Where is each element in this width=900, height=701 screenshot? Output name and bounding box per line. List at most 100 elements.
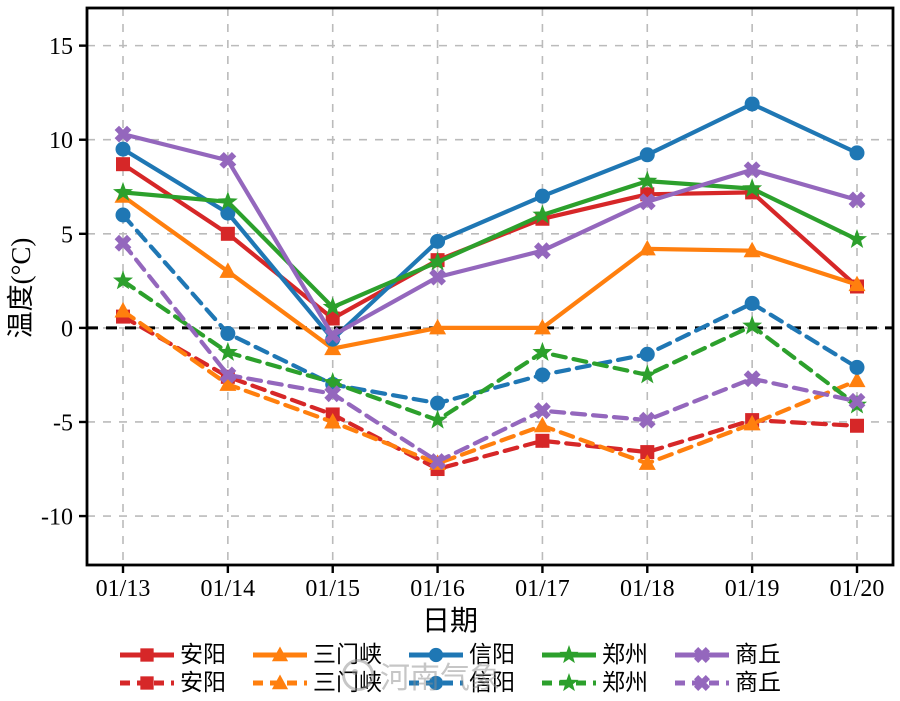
series-line <box>120 241 860 464</box>
legend-label: 安阳 <box>180 670 226 695</box>
series-marker <box>694 674 710 691</box>
legend-item: 三门峡 <box>252 671 382 694</box>
series-marker <box>639 346 655 362</box>
series-marker <box>847 229 867 248</box>
legend-label: 安阳 <box>180 642 226 667</box>
series-marker <box>694 646 710 663</box>
series-marker <box>533 318 551 335</box>
series-marker <box>429 268 446 286</box>
legend-label: 三门峡 <box>313 642 382 667</box>
x-tick-label: 01/13 <box>96 576 151 599</box>
x-tick-label: 01/15 <box>305 576 360 599</box>
legend-label: 郑州 <box>602 642 648 667</box>
series-marker <box>534 402 551 420</box>
series-marker <box>428 647 444 662</box>
x-tick-label: 01/18 <box>620 576 675 599</box>
legend-item: 信阳 <box>408 671 515 694</box>
legend-item: 安阳 <box>119 671 226 694</box>
x-tick-label: 01/20 <box>830 576 885 599</box>
legend-sample <box>542 672 596 691</box>
legend-label: 郑州 <box>602 670 648 695</box>
series-marker <box>428 675 444 690</box>
series-line <box>120 212 860 406</box>
series-marker <box>113 181 133 201</box>
series-marker <box>639 147 655 163</box>
series-marker <box>637 170 658 190</box>
series-marker <box>638 239 656 256</box>
legend-label: 信阳 <box>469 670 515 695</box>
series-line <box>120 194 860 351</box>
series-marker <box>116 157 130 172</box>
legend-sample <box>675 646 729 663</box>
series-marker <box>535 433 550 448</box>
series-line <box>120 278 860 423</box>
series-marker <box>742 178 763 198</box>
series-marker <box>534 188 550 204</box>
series-marker <box>324 385 342 403</box>
series-marker <box>848 275 866 292</box>
legend-sample <box>409 675 463 690</box>
y-tick-label: -5 <box>53 410 73 436</box>
series-line <box>120 101 860 342</box>
series-marker <box>427 409 448 429</box>
legend-sample <box>253 674 307 689</box>
series-marker <box>140 675 154 690</box>
legend-label: 商丘 <box>735 642 781 667</box>
series-marker <box>220 326 236 342</box>
series-marker <box>114 234 132 252</box>
series-marker <box>322 296 343 316</box>
chart-legend: 安阳 三门峡 信阳 郑州 商丘 安阳 三门峡 信阳 郑州 商丘 <box>0 641 900 696</box>
plot-frame <box>85 6 895 567</box>
legend-item: 商丘 <box>674 671 781 694</box>
series-marker <box>219 152 237 169</box>
series-marker <box>559 644 579 663</box>
series-line <box>120 308 860 466</box>
series-marker <box>271 646 289 661</box>
legend-label: 三门峡 <box>313 670 382 695</box>
series-marker <box>850 418 864 433</box>
series-marker <box>743 370 761 388</box>
series-marker <box>744 96 760 112</box>
series-marker <box>114 125 132 143</box>
legend-item: 三门峡 <box>252 643 382 666</box>
series-marker <box>744 295 760 311</box>
legend-item: 郑州 <box>541 671 648 694</box>
series-marker <box>429 318 447 335</box>
series-marker <box>532 341 553 361</box>
series-marker <box>534 367 550 383</box>
series-marker <box>848 191 866 209</box>
series-marker <box>640 445 655 460</box>
series-marker <box>743 241 761 258</box>
series-marker <box>430 395 446 411</box>
series-marker <box>742 315 763 335</box>
series-marker <box>849 145 865 161</box>
series-marker <box>638 193 656 211</box>
y-axis-label: 温度(°C) <box>6 238 36 339</box>
x-tick-label: 01/14 <box>201 576 256 599</box>
y-tick-label: 10 <box>49 128 73 154</box>
series-line <box>120 314 860 472</box>
legend-row-dashed: 安阳 三门峡 信阳 郑州 商丘 <box>119 669 781 696</box>
series-line <box>120 179 860 310</box>
x-axis-label: 日期 <box>421 606 478 637</box>
series-marker <box>219 366 237 384</box>
series-marker <box>322 372 343 391</box>
legend-sample <box>675 674 729 691</box>
series-marker <box>559 672 579 691</box>
series-marker <box>217 191 238 211</box>
series-marker <box>533 416 551 433</box>
series-marker <box>848 371 866 388</box>
temperature-chart: 15 10 5 0 -5 -10 01/13 01/14 01/15 01/16 01/17 01/1… <box>6 6 895 599</box>
series-marker <box>217 341 238 361</box>
series-marker <box>638 454 656 470</box>
y-tick-label: 5 <box>61 222 73 248</box>
series-marker <box>637 364 658 384</box>
series-marker <box>115 207 131 223</box>
y-tick-label: -10 <box>41 505 73 531</box>
legend-sample <box>120 647 174 662</box>
x-tick-label: 01/17 <box>515 576 570 599</box>
legend-label: 信阳 <box>469 642 515 667</box>
series-marker <box>140 647 154 662</box>
series-marker <box>429 453 446 470</box>
